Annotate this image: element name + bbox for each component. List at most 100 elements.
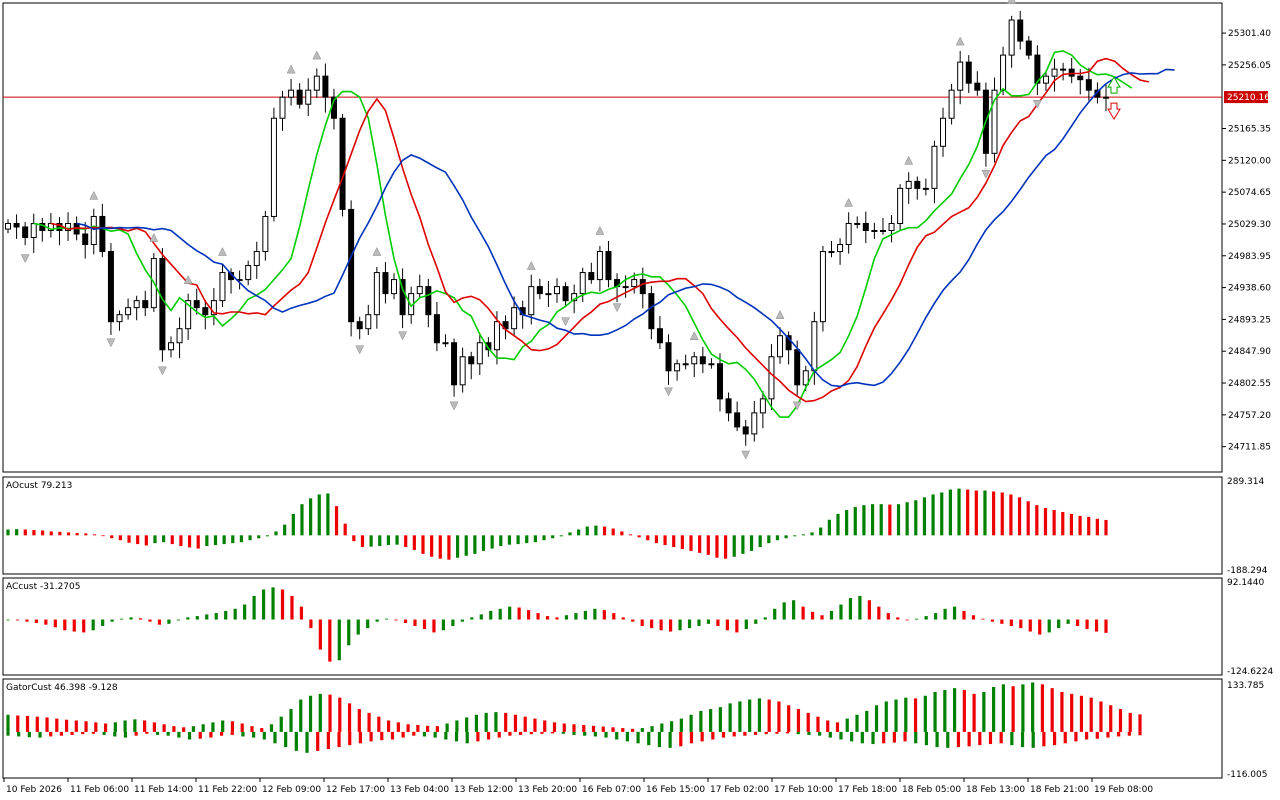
- candle[interactable]: [940, 107, 947, 157]
- candle[interactable]: [5, 219, 11, 234]
- candle[interactable]: [965, 55, 972, 93]
- candle[interactable]: [176, 317, 183, 359]
- candle[interactable]: [562, 282, 569, 306]
- candle[interactable]: [777, 327, 784, 364]
- candle[interactable]: [133, 295, 140, 321]
- candle[interactable]: [914, 176, 921, 200]
- candle[interactable]: [476, 332, 483, 375]
- candle[interactable]: [785, 331, 792, 365]
- candle[interactable]: [674, 359, 681, 381]
- candle[interactable]: [725, 392, 732, 422]
- candle[interactable]: [416, 274, 423, 299]
- candle[interactable]: [682, 354, 689, 370]
- candle[interactable]: [313, 68, 320, 98]
- candle[interactable]: [202, 299, 209, 330]
- candle[interactable]: [90, 208, 97, 255]
- candle[interactable]: [193, 288, 200, 315]
- candle[interactable]: [219, 264, 226, 307]
- candle[interactable]: [708, 358, 715, 369]
- candle[interactable]: [656, 316, 663, 350]
- candle[interactable]: [1042, 70, 1049, 91]
- candle[interactable]: [47, 212, 54, 238]
- candle[interactable]: [305, 78, 312, 117]
- candle[interactable]: [974, 71, 981, 96]
- candle[interactable]: [854, 216, 861, 229]
- candle[interactable]: [339, 114, 346, 217]
- candle[interactable]: [13, 214, 20, 239]
- candle[interactable]: [296, 83, 303, 109]
- candle[interactable]: [528, 274, 535, 325]
- candle[interactable]: [691, 351, 698, 378]
- candle[interactable]: [759, 391, 766, 429]
- candle[interactable]: [1000, 46, 1007, 96]
- candle[interactable]: [399, 268, 406, 328]
- candle[interactable]: [871, 222, 878, 239]
- candle[interactable]: [442, 334, 449, 347]
- candle[interactable]: [1017, 10, 1024, 50]
- candle[interactable]: [648, 285, 655, 340]
- candle[interactable]: [922, 178, 929, 196]
- candle[interactable]: [125, 298, 132, 320]
- candle[interactable]: [596, 245, 603, 292]
- candle[interactable]: [862, 211, 869, 244]
- candle[interactable]: [391, 273, 398, 300]
- candle[interactable]: [65, 212, 72, 242]
- candle[interactable]: [991, 77, 998, 163]
- candle[interactable]: [210, 288, 217, 326]
- candle[interactable]: [819, 245, 826, 332]
- candle[interactable]: [879, 217, 886, 235]
- candle[interactable]: [99, 203, 106, 258]
- candle[interactable]: [1051, 58, 1058, 92]
- candle[interactable]: [1103, 84, 1109, 112]
- candle[interactable]: [142, 290, 149, 317]
- candle[interactable]: [279, 90, 286, 131]
- candle[interactable]: [665, 334, 672, 385]
- candle[interactable]: [365, 304, 372, 336]
- candle[interactable]: [957, 50, 964, 105]
- candle[interactable]: [433, 302, 440, 352]
- candle[interactable]: [270, 107, 277, 222]
- candle[interactable]: [897, 184, 904, 232]
- candle[interactable]: [159, 248, 166, 362]
- candle[interactable]: [459, 347, 466, 393]
- candle[interactable]: [751, 400, 758, 442]
- candle[interactable]: [1025, 36, 1032, 60]
- candle[interactable]: [262, 210, 269, 261]
- candle[interactable]: [837, 238, 844, 265]
- candle[interactable]: [931, 140, 938, 204]
- price-panel[interactable]: [3, 0, 1222, 460]
- candle[interactable]: [948, 83, 955, 125]
- candle[interactable]: [425, 278, 432, 328]
- candle[interactable]: [1068, 57, 1075, 84]
- candle[interactable]: [1008, 15, 1015, 68]
- candle[interactable]: [107, 243, 114, 336]
- candle[interactable]: [382, 262, 389, 304]
- candle[interactable]: [22, 222, 29, 246]
- candle[interactable]: [588, 262, 595, 284]
- candle[interactable]: [348, 200, 355, 337]
- candle[interactable]: [253, 241, 260, 279]
- candle[interactable]: [699, 346, 706, 373]
- candle[interactable]: [828, 241, 835, 258]
- candle[interactable]: [451, 338, 458, 397]
- candle[interactable]: [742, 419, 749, 446]
- candle[interactable]: [768, 344, 775, 411]
- candle[interactable]: [905, 172, 912, 204]
- candle[interactable]: [845, 212, 852, 254]
- candle[interactable]: [554, 278, 560, 303]
- candle[interactable]: [356, 316, 363, 340]
- candle[interactable]: [167, 336, 174, 358]
- candle[interactable]: [1085, 67, 1092, 101]
- candle[interactable]: [716, 353, 723, 412]
- candle[interactable]: [288, 78, 295, 106]
- candle[interactable]: [536, 278, 543, 300]
- candle[interactable]: [185, 293, 192, 340]
- candle[interactable]: [545, 280, 552, 307]
- candle[interactable]: [734, 401, 741, 432]
- candle[interactable]: [373, 266, 380, 329]
- candle[interactable]: [1060, 62, 1067, 81]
- candle[interactable]: [794, 340, 801, 396]
- candle[interactable]: [468, 351, 475, 380]
- candle[interactable]: [579, 267, 586, 303]
